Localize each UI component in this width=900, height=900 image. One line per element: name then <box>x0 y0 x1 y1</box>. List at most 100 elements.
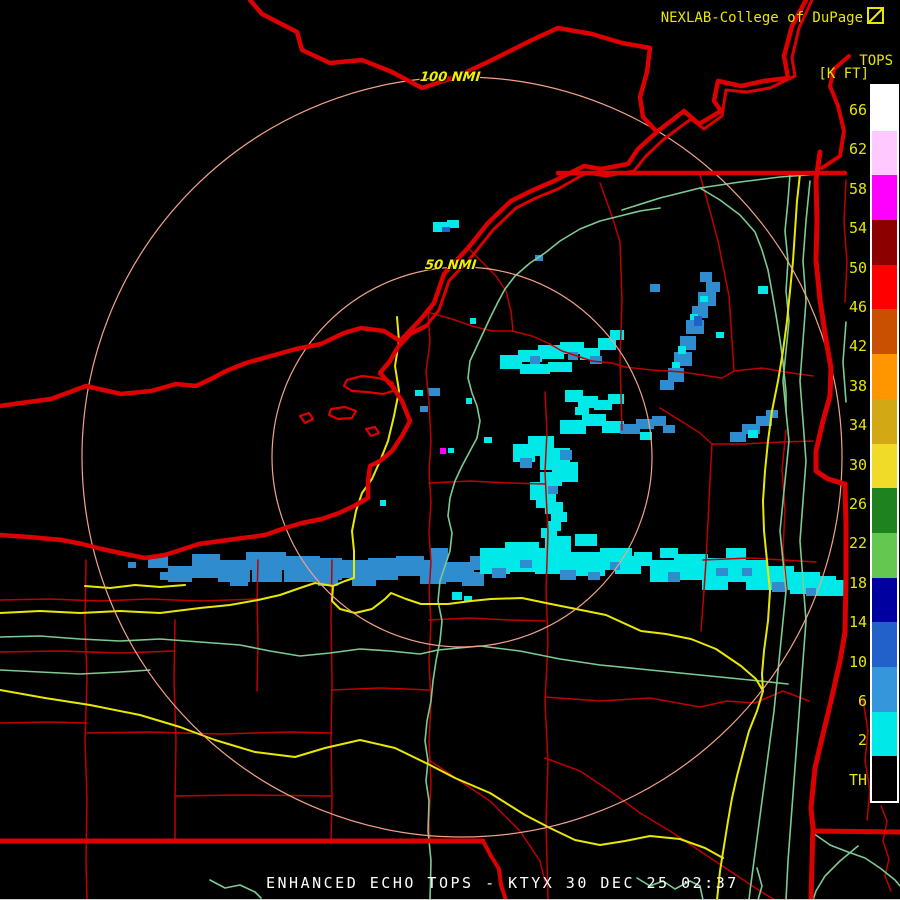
color-scale-block <box>872 398 897 444</box>
echo-cell <box>560 570 576 580</box>
road-green <box>424 207 661 900</box>
color-scale-block <box>872 488 897 533</box>
echo-cell <box>466 398 472 404</box>
echo-cell <box>706 282 720 292</box>
color-scale-block <box>872 264 897 310</box>
echo-cell <box>716 568 728 576</box>
county-line <box>702 557 817 563</box>
echo-cell <box>160 572 172 580</box>
echo-cell <box>742 424 760 434</box>
echo-cell <box>442 227 450 232</box>
echo-cell <box>545 536 571 548</box>
color-scale-label: 46 <box>848 298 867 316</box>
color-scale-block <box>872 666 897 712</box>
county-line <box>544 391 549 900</box>
echo-cell <box>672 362 680 368</box>
border-line <box>0 316 424 409</box>
echo-cell <box>430 548 448 560</box>
county-line <box>599 182 623 431</box>
echo-cell <box>636 419 654 429</box>
echo-cell <box>756 416 772 426</box>
echo-cell <box>541 528 557 538</box>
echo-cell <box>610 330 624 340</box>
product-title: ENHANCED ECHO TOPS - KTYX 30 DEC 25 02:3… <box>266 874 739 892</box>
echo-cell <box>575 534 597 546</box>
echo-cell <box>318 576 338 586</box>
echo-cell <box>660 380 674 390</box>
color-scale-label: 66 <box>848 101 867 119</box>
echo-cell <box>588 572 600 580</box>
color-scale-block <box>872 532 897 578</box>
color-scale-block <box>872 220 897 265</box>
echo-cell <box>316 558 342 580</box>
echo-cell <box>650 284 660 292</box>
county-line <box>880 805 892 892</box>
road-green <box>785 180 811 900</box>
border-line <box>0 323 429 561</box>
color-scale-label: 38 <box>848 376 867 395</box>
county-line <box>256 559 259 692</box>
county-line <box>428 759 546 882</box>
road-green <box>748 173 791 900</box>
echo-cell <box>634 552 652 566</box>
range-ring-50nmi <box>271 266 653 648</box>
echo-cell <box>746 578 768 590</box>
color-scale-label: 14 <box>848 613 867 632</box>
echo-cell <box>420 560 446 584</box>
echo-cell <box>548 486 558 494</box>
echo-cell <box>396 556 424 576</box>
color-scale-label: TH <box>848 770 867 789</box>
road-yellow <box>84 584 186 589</box>
road-yellow <box>716 690 764 900</box>
echo-cell <box>448 448 454 453</box>
county-line <box>700 443 713 632</box>
color-scale-label: 2 <box>857 731 867 750</box>
color-scale-block <box>872 130 897 176</box>
echo-cell <box>352 574 376 586</box>
echo-cell <box>560 420 586 434</box>
border-line <box>418 0 809 322</box>
echo-cell <box>484 437 492 443</box>
echo-cell <box>520 560 532 568</box>
county-line <box>174 794 333 797</box>
echo-cell <box>602 421 624 433</box>
echo-cell <box>620 424 640 434</box>
island-outline <box>342 374 398 396</box>
county-line <box>86 731 333 735</box>
echo-cell <box>545 502 563 514</box>
road-green <box>812 845 859 900</box>
echo-cell <box>832 580 846 596</box>
echo-cell <box>447 220 459 228</box>
county-line <box>544 757 776 900</box>
echo-cell <box>535 255 543 261</box>
echo-cell <box>530 356 540 364</box>
echo-cell <box>470 318 476 324</box>
echo-cell <box>500 355 522 369</box>
road-green <box>437 645 789 685</box>
echo-cell <box>520 364 550 374</box>
echo-cell <box>452 592 462 600</box>
island-outline <box>298 411 315 425</box>
echo-cell <box>230 578 248 586</box>
echo-cell <box>610 562 620 570</box>
road-green <box>756 867 763 900</box>
county-line <box>781 429 788 591</box>
border-line <box>481 839 508 900</box>
county-line <box>426 311 814 379</box>
county-line <box>84 559 88 900</box>
road-yellow <box>0 689 724 859</box>
road-green <box>812 832 900 887</box>
island-outline <box>364 425 381 438</box>
echo-cell <box>678 346 686 354</box>
road-yellow <box>761 173 801 692</box>
echo-cell <box>598 338 616 350</box>
county-line <box>862 699 871 821</box>
echo-cell <box>548 362 572 372</box>
island-outline <box>327 405 358 421</box>
echo-cell <box>590 356 602 364</box>
echo-cell <box>806 588 816 596</box>
echo-cell <box>700 296 708 302</box>
echo-cell <box>668 368 684 382</box>
echo-cell <box>464 596 472 602</box>
